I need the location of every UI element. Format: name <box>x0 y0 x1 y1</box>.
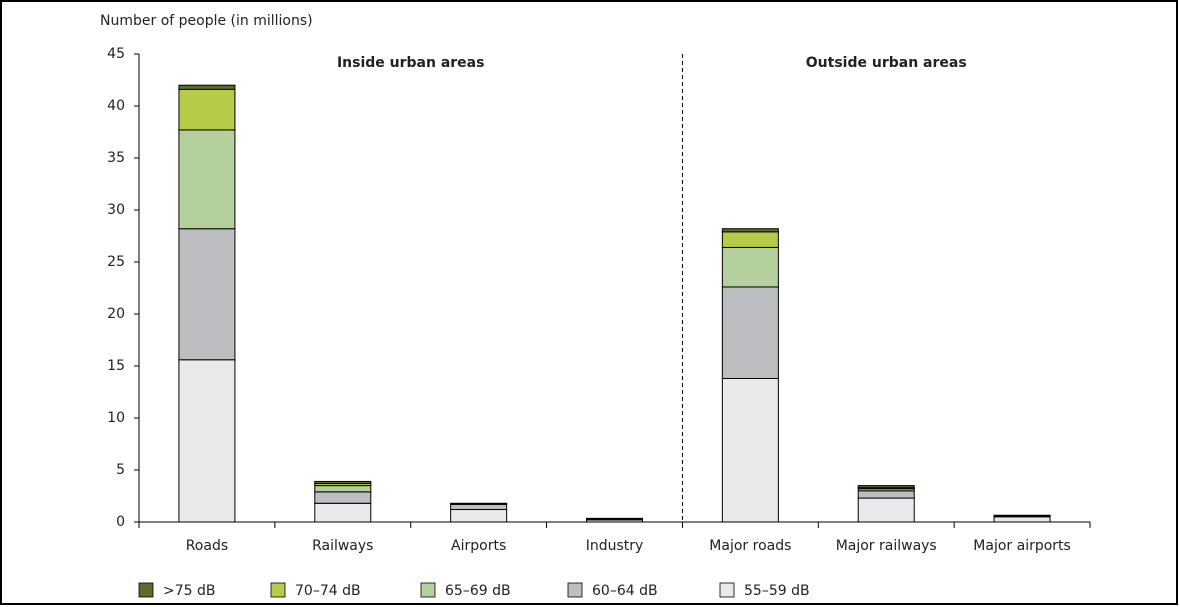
bar-segment <box>721 246 779 288</box>
y-tick-label: 15 <box>107 358 125 374</box>
bar-segment <box>314 480 372 485</box>
bar-segment <box>178 88 236 131</box>
bar-segment <box>721 231 779 248</box>
y-tick-label: 45 <box>107 46 125 62</box>
y-tick-label: 0 <box>116 514 125 530</box>
y-tick-label: 10 <box>107 410 125 426</box>
bar-segment <box>721 228 779 233</box>
group-label: Inside urban areas <box>337 55 485 71</box>
legend-label: 65–69 dB <box>445 583 511 599</box>
group-label: Outside urban areas <box>806 55 967 71</box>
bar-segment <box>178 228 236 361</box>
y-axis-label: Number of people (in millions) <box>100 13 313 29</box>
bar-segment <box>857 490 915 499</box>
x-tick-label: Roads <box>186 538 228 554</box>
x-tick-label: Airports <box>451 538 506 554</box>
legend-swatch <box>567 582 583 598</box>
y-tick-label: 5 <box>116 462 125 478</box>
legend-label: 70–74 dB <box>295 583 361 599</box>
legend-swatch <box>719 582 735 598</box>
bar-segment <box>178 129 236 230</box>
x-tick-label: Major railways <box>836 538 937 554</box>
x-tick-label: Industry <box>586 538 644 554</box>
bar-segment <box>314 485 372 493</box>
bar-segment <box>450 509 508 523</box>
bar-segment <box>857 485 915 489</box>
y-tick-label: 30 <box>107 202 125 218</box>
x-tick-label: Railways <box>312 538 373 554</box>
x-tick-label: Major airports <box>973 538 1071 554</box>
bar-segment <box>178 84 236 90</box>
legend-label: 60–64 dB <box>592 583 658 599</box>
bar-segment <box>450 502 508 505</box>
legend-label: 55–59 dB <box>744 583 810 599</box>
bar-segment <box>857 497 915 523</box>
bar-segment <box>178 359 236 523</box>
bar-segment <box>586 517 643 520</box>
y-tick-label: 40 <box>107 98 125 114</box>
legend-swatch <box>138 582 154 598</box>
y-tick-label: 35 <box>107 150 125 166</box>
legend-swatch <box>270 582 286 598</box>
bar-segment <box>721 286 779 379</box>
bar-segment <box>993 516 1051 523</box>
legend-label: >75 dB <box>163 583 216 599</box>
x-tick-label: Major roads <box>709 538 791 554</box>
bar-segment <box>450 503 508 511</box>
bar-segment <box>721 377 779 523</box>
bar-segment <box>314 502 372 523</box>
legend-swatch <box>420 582 436 598</box>
bar-segment <box>314 491 372 504</box>
y-tick-label: 25 <box>107 254 125 270</box>
y-tick-label: 20 <box>107 306 125 322</box>
bar-segment <box>993 514 1051 517</box>
